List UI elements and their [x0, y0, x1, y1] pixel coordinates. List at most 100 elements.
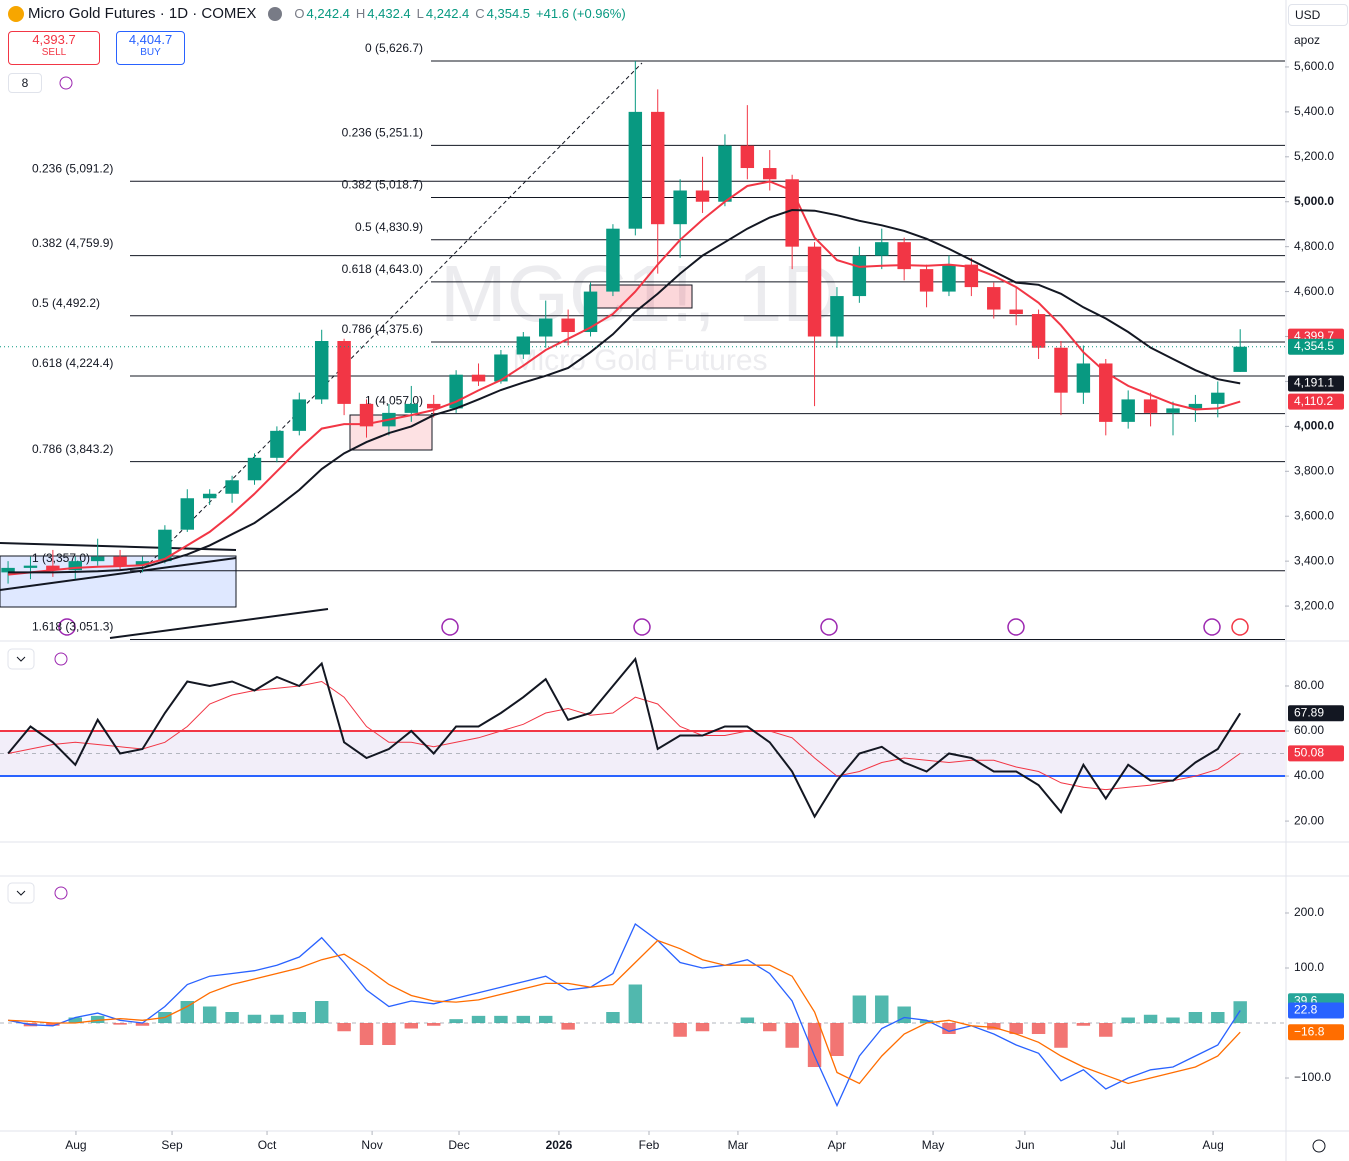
candle-body	[606, 228, 620, 292]
candle-body	[314, 341, 329, 400]
y-tick-label: 3,200.0	[1294, 598, 1334, 612]
y-tick-label: 3,600.0	[1294, 508, 1334, 522]
histogram-bar	[1143, 1014, 1158, 1024]
candle-body	[1166, 408, 1180, 413]
buy-button[interactable]: 4,404.7 BUY	[116, 31, 185, 65]
histogram-bar	[270, 1014, 284, 1024]
y-tick-label: 80.00	[1294, 678, 1324, 692]
histogram-bar	[830, 1023, 844, 1057]
x-tick-label: 2026	[546, 1138, 573, 1152]
candle-body	[516, 336, 531, 355]
settings-icon[interactable]	[1312, 1139, 1326, 1153]
price-tag-label: 22.8	[1294, 1003, 1318, 1017]
ohlc-value: 4,432.4	[367, 6, 411, 21]
candle-body	[763, 168, 777, 180]
sell-button[interactable]: 4,393.7 SELL	[8, 31, 100, 65]
candle-body	[135, 561, 150, 566]
histogram-bar	[337, 1023, 351, 1032]
price-tag-label: −16.8	[1294, 1024, 1325, 1038]
histogram-bar	[1031, 1023, 1046, 1035]
pane-buttons[interactable]	[7, 76, 73, 904]
y-tick-label: −100.0	[1294, 1070, 1331, 1084]
candle-body	[247, 457, 262, 481]
candle-body	[740, 145, 755, 169]
histogram-bar	[90, 1015, 105, 1024]
unit-label: apoz	[1294, 33, 1321, 47]
candle-body	[539, 318, 553, 337]
histogram-bar	[763, 1023, 777, 1032]
x-tick-label: Feb	[639, 1138, 660, 1152]
candle-body	[202, 493, 217, 499]
candle-body	[180, 498, 195, 530]
histogram-bar	[1166, 1017, 1180, 1024]
candle-body	[807, 246, 822, 337]
histogram-bar	[1054, 1023, 1068, 1048]
fib-label: 0.618 (4,224.4)	[32, 356, 113, 370]
series-line	[8, 939, 1241, 1085]
series-line	[7, 656, 1242, 819]
candle-body	[875, 242, 889, 256]
symbol-title: Micro Gold Futures · 1D · COMEX	[28, 5, 257, 22]
series-line	[7, 923, 1241, 1108]
histogram-bar	[404, 1023, 419, 1029]
histogram-bar	[1233, 1001, 1247, 1024]
sell-price: 4,393.7	[32, 32, 76, 47]
ohlc-key: H	[355, 6, 366, 21]
candle-body	[673, 190, 687, 225]
fib-label: 0.382 (5,018.7)	[342, 178, 423, 192]
candle-body	[1233, 346, 1247, 372]
x-tick-label: Oct	[258, 1138, 277, 1152]
trend-line	[109, 608, 329, 639]
currency-select[interactable]: USD	[1288, 4, 1348, 26]
candle-body	[90, 556, 105, 562]
fib-label: 0.236 (5,251.1)	[342, 125, 423, 139]
histogram-bar	[471, 1015, 486, 1024]
histogram-bar	[695, 1023, 710, 1032]
candle-body	[1, 567, 15, 573]
candle-body	[404, 403, 419, 413]
y-tick-label: 100.0	[1294, 960, 1324, 974]
candle-body	[942, 264, 956, 292]
candle-body	[628, 111, 643, 229]
candle-body	[225, 480, 239, 494]
histogram-bar	[225, 1012, 239, 1024]
histogram-bar	[135, 1023, 150, 1026]
candle-body	[426, 403, 441, 409]
price-tag	[1288, 338, 1344, 355]
candle-body	[852, 255, 867, 297]
histogram-bar	[382, 1023, 396, 1046]
ohlc: O 4,242.4 H 4,432.4 L 4,242.4 C 4,354.5 +41.…	[294, 6, 629, 21]
candle-body	[1188, 403, 1203, 409]
x-tick-label: Nov	[361, 1138, 382, 1152]
histogram-bar	[785, 1023, 799, 1048]
histogram-bar	[1076, 1023, 1091, 1026]
histogram-bar	[606, 1012, 620, 1024]
histogram-bar	[852, 995, 867, 1024]
histogram-bar	[494, 1015, 508, 1024]
histogram-bar	[516, 1015, 531, 1024]
fib-label: 0.5 (4,830.9)	[355, 220, 423, 234]
candle-body	[46, 565, 60, 571]
candle-body	[23, 565, 38, 568]
histogram-bar	[875, 995, 889, 1024]
histogram-bar	[449, 1019, 463, 1024]
candle-body	[651, 111, 665, 225]
buy-price: 4,404.7	[128, 32, 173, 47]
fib-label: 1.618 (3,051.3)	[32, 620, 113, 634]
x-tick-label: Dec	[448, 1138, 469, 1152]
candle-body	[919, 269, 934, 292]
candle-body	[113, 556, 127, 566]
ohlc-key: L	[416, 6, 424, 21]
candle-body	[1099, 363, 1113, 422]
histogram-bar	[46, 1023, 60, 1026]
status-icon	[268, 6, 283, 21]
price-tag	[1288, 1024, 1344, 1041]
price-tag-label: 50.08	[1294, 746, 1324, 760]
fib-label: 0.618 (4,643.0)	[342, 262, 423, 276]
candle-body	[897, 242, 911, 270]
price-tag	[1288, 393, 1344, 410]
sell-label: SELL	[41, 47, 67, 58]
histogram-bar	[628, 984, 643, 1024]
indicator-toggle[interactable]: 8	[8, 73, 42, 93]
watermark-sub: Micro Gold Futures	[512, 344, 767, 377]
